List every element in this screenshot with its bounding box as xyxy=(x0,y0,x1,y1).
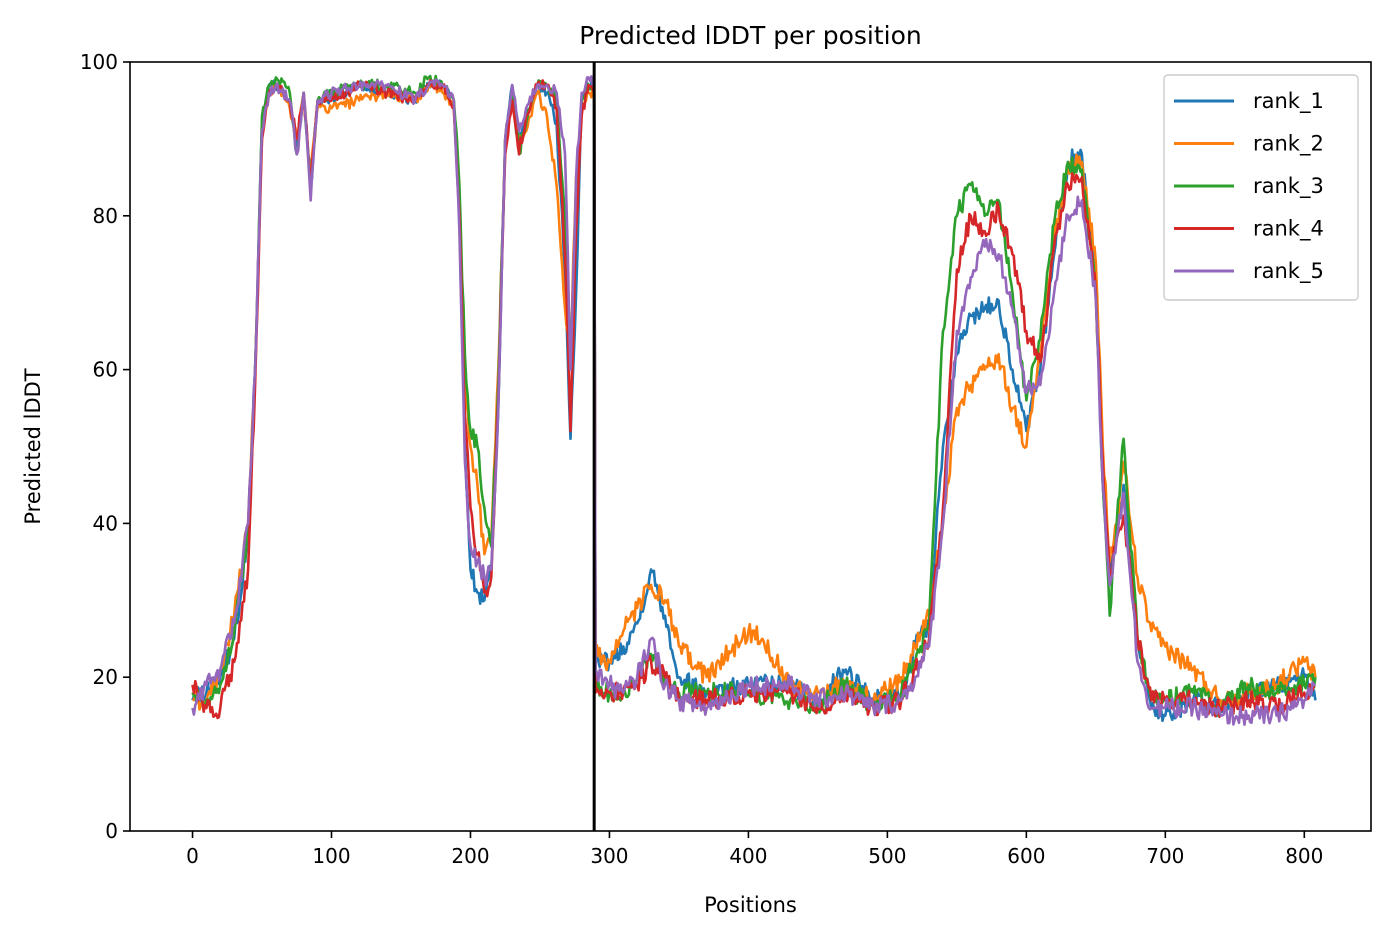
y-axis-label: Predicted lDDT xyxy=(21,368,45,524)
series-layer xyxy=(191,74,1317,726)
series-line-rank-2 xyxy=(192,82,1317,711)
x-tick-label: 600 xyxy=(1007,844,1045,868)
x-tick-label: 200 xyxy=(451,844,489,868)
x-axis-label: Positions xyxy=(704,893,797,917)
x-tick-label: 800 xyxy=(1285,844,1323,868)
series-line-rank-5 xyxy=(191,75,1316,726)
legend: rank_1 rank_2 rank_3 rank_4 rank_5 xyxy=(1163,74,1359,301)
y-tick-label: 20 xyxy=(93,665,118,689)
legend-label: rank_3 xyxy=(1253,174,1324,199)
series-line-rank-1 xyxy=(191,79,1317,723)
legend-label: rank_1 xyxy=(1253,89,1324,114)
legend-box xyxy=(1163,74,1359,301)
x-tick-label: 0 xyxy=(186,844,199,868)
y-tick-label: 60 xyxy=(93,358,118,382)
legend-label: rank_4 xyxy=(1253,217,1324,242)
x-tick-label: 100 xyxy=(312,844,350,868)
x-tick-label: 300 xyxy=(590,844,628,868)
legend-label: rank_2 xyxy=(1253,132,1324,157)
x-tick-label: 500 xyxy=(868,844,906,868)
y-tick-label: 40 xyxy=(93,511,118,535)
x-tick-label: 400 xyxy=(729,844,767,868)
legend-label: rank_5 xyxy=(1253,259,1324,284)
chart-title: Predicted lDDT per position xyxy=(579,21,921,50)
x-tick-label: 700 xyxy=(1146,844,1184,868)
y-tick-label: 100 xyxy=(80,50,118,74)
axes-layer: 0 100 200 300 400 500 600 700 800 0 20 40 60 80 100 xyxy=(80,50,1372,868)
plot-frame xyxy=(129,61,1372,832)
y-tick-label: 0 xyxy=(105,819,118,843)
y-tick-label: 80 xyxy=(93,204,118,228)
